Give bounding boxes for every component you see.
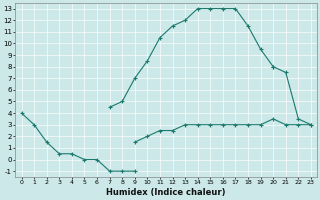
X-axis label: Humidex (Indice chaleur): Humidex (Indice chaleur): [107, 188, 226, 197]
